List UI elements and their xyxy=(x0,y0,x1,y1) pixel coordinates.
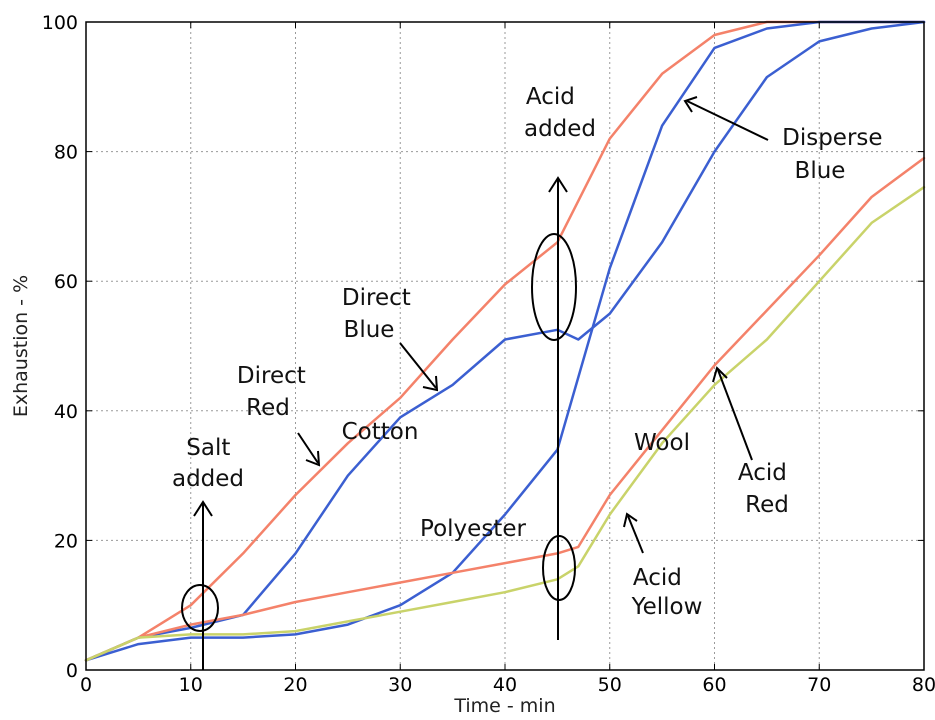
disperse-blue-arrow xyxy=(686,100,769,141)
polyester-label: Polyester xyxy=(420,516,526,542)
direct-red-arrowhead xyxy=(305,450,321,467)
acid-yellow-line xyxy=(84,185,926,662)
direct-blue-arrow xyxy=(399,342,437,389)
y-tick-label: 40 xyxy=(54,401,78,423)
x-tick-label: 0 xyxy=(80,674,92,696)
acid-ellipse-upper xyxy=(531,233,577,341)
direct-red-label: Direct Red xyxy=(237,363,313,421)
y-tick-label: 80 xyxy=(54,142,78,164)
direct-red-arrow xyxy=(297,432,319,464)
acid-added-label: Acid added xyxy=(524,84,596,142)
disperse-blue-label: Disperse Blue xyxy=(782,125,890,184)
wool-label: Wool xyxy=(634,430,690,456)
disperse-blue-arrowhead xyxy=(683,96,698,113)
x-tick-label: 60 xyxy=(702,674,726,696)
acid-red-line xyxy=(84,156,926,662)
x-tick-label: 40 xyxy=(493,674,517,696)
x-tick-label: 50 xyxy=(598,674,622,696)
acid-yellow-arrow xyxy=(627,515,644,554)
annotation-marks xyxy=(181,96,769,670)
x-tick-label: 10 xyxy=(179,674,203,696)
acid-red-label: Acid Red xyxy=(738,460,794,518)
acid-arrowhead xyxy=(548,176,568,193)
x-tick-label: 30 xyxy=(388,674,412,696)
y-tick-label: 20 xyxy=(54,530,78,552)
x-axis-label: Time - min xyxy=(453,695,555,717)
acid-yellow-label: Acid Yellow xyxy=(631,565,703,620)
acid-red-arrowhead xyxy=(712,366,728,383)
x-tick-label: 80 xyxy=(912,674,935,696)
disperse-blue-line xyxy=(84,20,926,662)
acid-yellow-arrowhead xyxy=(623,512,638,528)
annotation-labels: Salt added Acid added Direct Red Direct … xyxy=(172,84,890,620)
salt-ellipse xyxy=(181,584,219,632)
cotton-label: Cotton xyxy=(342,419,419,445)
axis-ticks: 0 10 20 30 40 50 60 70 80 0 20 40 60 80 100 xyxy=(42,12,935,696)
acid-red-arrow xyxy=(717,369,753,461)
direct-blue-label: Direct Blue xyxy=(342,285,418,343)
y-axis-label: Exhaustion - % xyxy=(10,275,32,417)
x-tick-label: 70 xyxy=(807,674,831,696)
salt-added-label: Salt added xyxy=(172,435,244,492)
y-tick-label: 100 xyxy=(42,12,78,34)
grid xyxy=(86,22,924,670)
x-tick-label: 20 xyxy=(283,674,307,696)
y-tick-label: 0 xyxy=(66,660,78,682)
direct-blue-arrowhead xyxy=(422,375,439,392)
y-tick-label: 60 xyxy=(54,271,78,293)
salt-arrowhead xyxy=(193,500,213,517)
